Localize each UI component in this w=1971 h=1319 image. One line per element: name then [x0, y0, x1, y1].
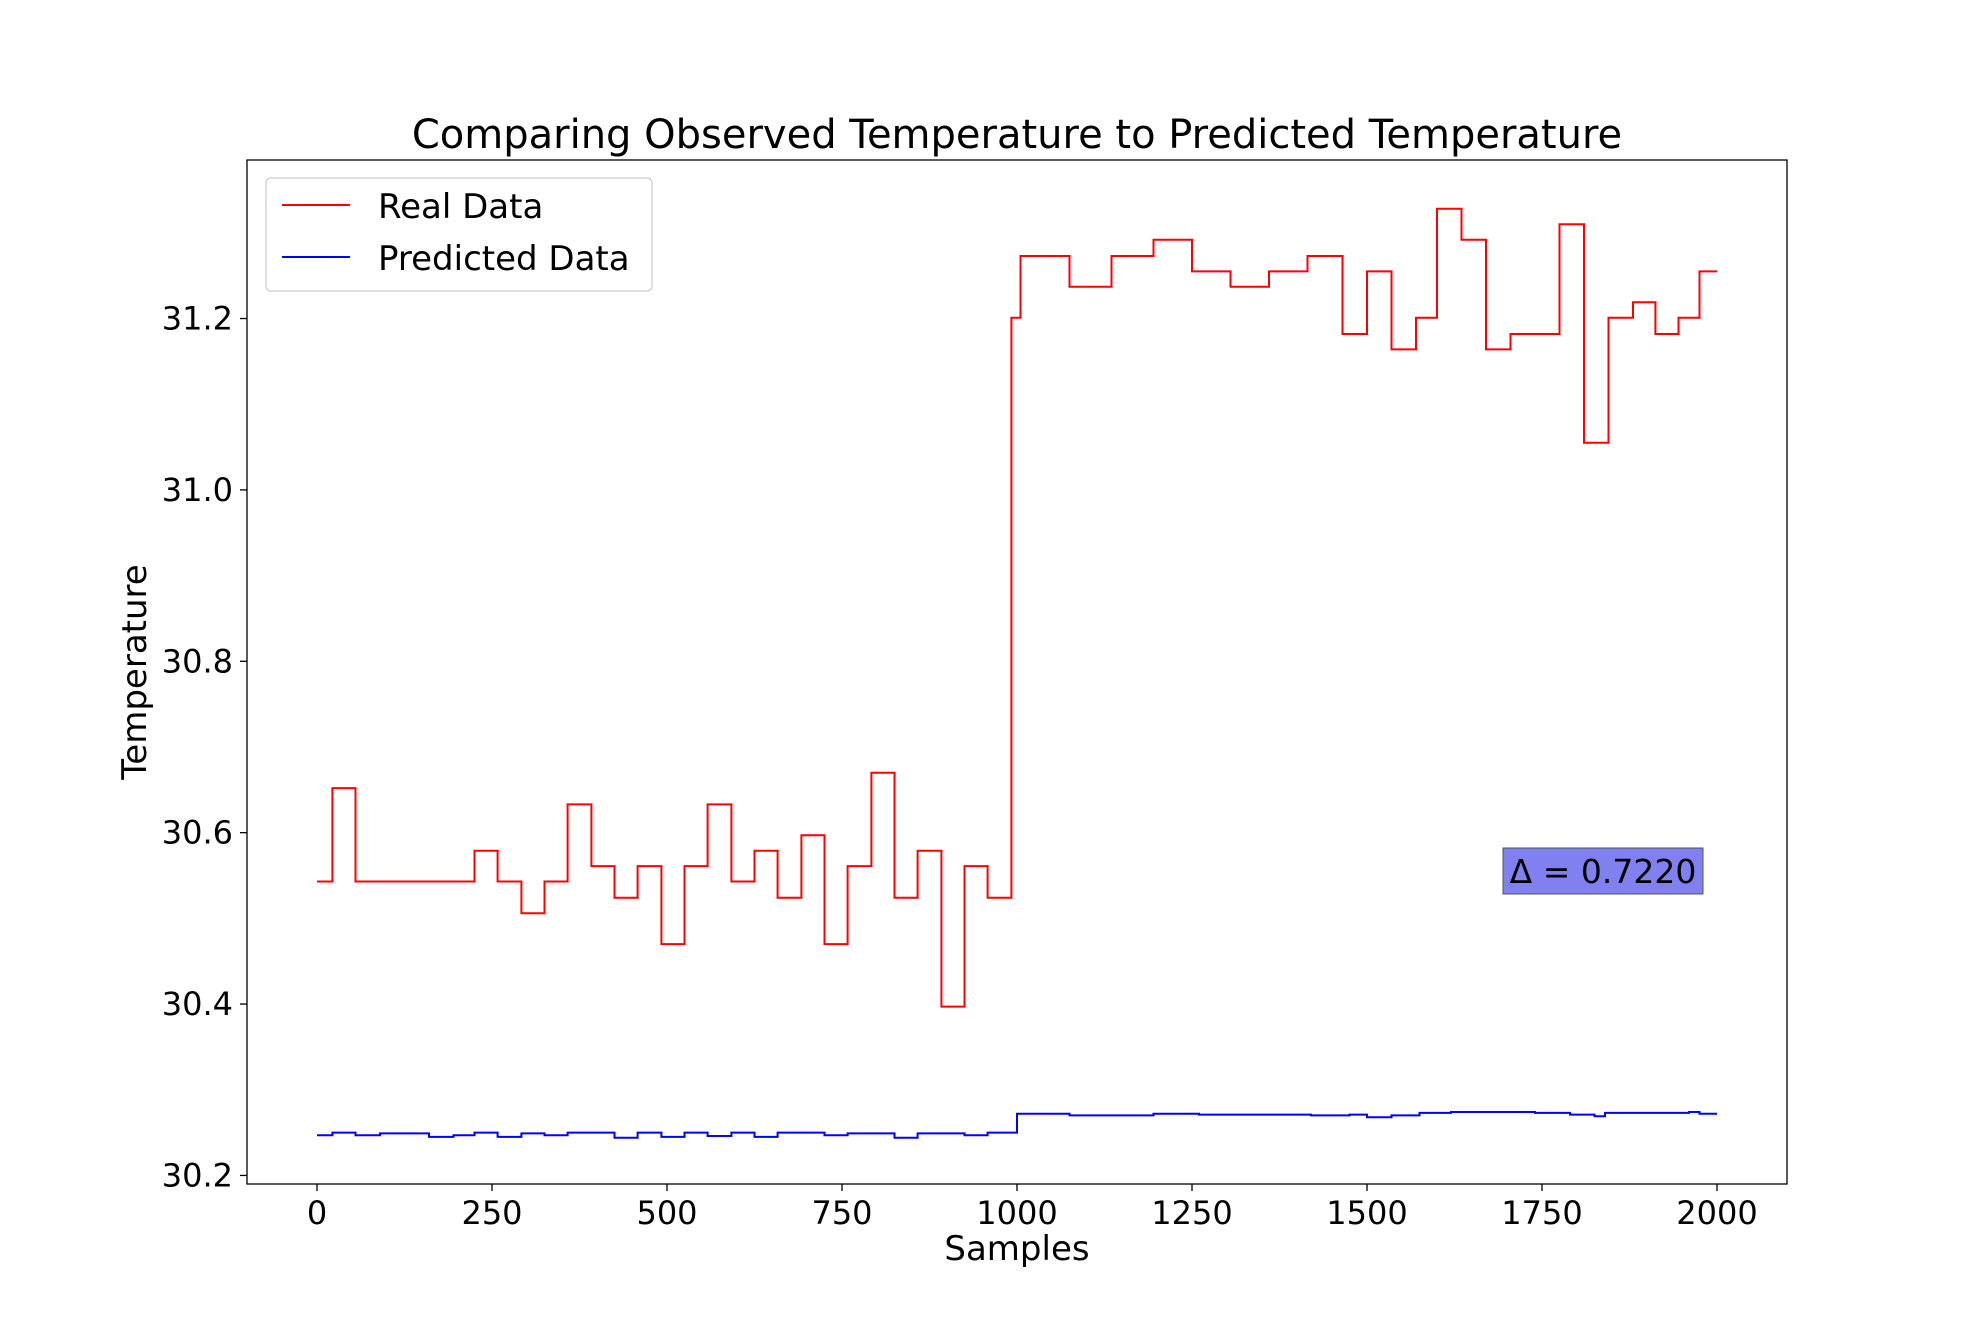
y-tick-label: 31.2 — [162, 300, 233, 338]
series-line-predicted-data — [317, 1111, 1717, 1139]
x-tick-label: 1750 — [1501, 1194, 1582, 1232]
y-tick-label: 30.4 — [162, 985, 233, 1023]
legend-label-real-data: Real Data — [378, 187, 543, 227]
plot-area — [317, 207, 1717, 1139]
legend-box — [265, 177, 653, 292]
legend-label-predicted-data: Predicted Data — [378, 239, 630, 279]
y-tick-label: 30.2 — [162, 1156, 233, 1194]
x-tick-label: 500 — [636, 1194, 697, 1232]
delta-annotation-text: Δ = 0.7220 — [1510, 852, 1697, 891]
y-axis-label: Temperature — [115, 564, 155, 780]
x-tick-label: 1000 — [976, 1194, 1057, 1232]
x-tick-label: 250 — [461, 1194, 522, 1232]
legend: Real Data Predicted Data — [265, 177, 653, 292]
x-tick-label: 2000 — [1676, 1194, 1757, 1232]
x-axis: 0 250 500 750 1000 1250 1500 1750 2000 — [307, 1184, 1758, 1232]
x-tick-label: 750 — [811, 1194, 872, 1232]
x-tick-label: 1250 — [1151, 1194, 1232, 1232]
x-axis-label: Samples — [944, 1229, 1089, 1269]
y-tick-label: 30.6 — [162, 814, 233, 852]
y-tick-label: 31.0 — [162, 471, 233, 509]
y-tick-label: 30.8 — [162, 642, 233, 680]
x-tick-label: 1500 — [1326, 1194, 1407, 1232]
chart-title: Comparing Observed Temperature to Predic… — [412, 112, 1622, 158]
series-line-real-data — [317, 207, 1717, 1008]
delta-annotation-box — [1502, 847, 1704, 895]
delta-annotation: Δ = 0.7220 — [1502, 847, 1704, 895]
y-axis: 30.2 30.4 30.6 30.8 31.0 31.2 — [162, 300, 247, 1194]
x-tick-label: 0 — [307, 1194, 327, 1232]
